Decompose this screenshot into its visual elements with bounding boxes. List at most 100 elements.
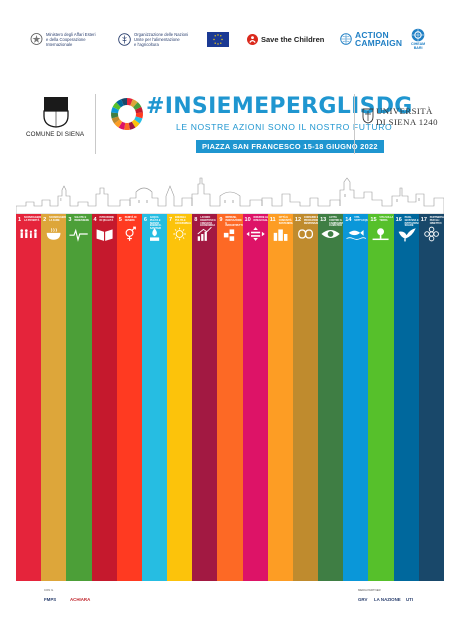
un-globe-icon: [340, 33, 352, 45]
stc-text: Save the Children: [261, 34, 325, 44]
sdg-wheel-icon: [111, 98, 143, 131]
heartbeat-icon: [69, 228, 89, 242]
bowl-icon: [46, 228, 61, 240]
sdg-goal-column: 2 SCONFIGGERE LA FAME: [41, 214, 67, 581]
sdg-goal-column: 4 ISTRUZIONE DI QUALITÀ: [91, 214, 117, 581]
header-divider-right: [354, 94, 355, 154]
sdg-goal-number: 15: [370, 217, 377, 223]
footer-sponsor-achiara: ACHIARA: [70, 597, 91, 602]
sdg-goal-label: ENERGIA PULITA E ACCESSIBILE: [175, 216, 192, 225]
fao-icon: [118, 32, 131, 46]
sdg-goal-label: CONSUMO E PRODUZIONE RESPONSABILI: [303, 216, 318, 225]
event-subtitle: LE NOSTRE AZIONI SONO IL NOSTRO FUTURO: [176, 122, 393, 132]
cubes-icon: [224, 229, 235, 241]
sdg-goal-column: 7 ENERGIA PULITA E ACCESSIBILE: [167, 214, 193, 581]
footer-media-uti: UTI: [406, 597, 414, 602]
university-name-line2: DI SIENA 1240: [376, 117, 438, 127]
ciheam-logo: CIHEAM BARI: [411, 22, 425, 56]
fao-line2: Unite per l'alimentazione: [134, 36, 180, 42]
sdg-goal-label: ACQUA PULITA E SERVIZI IGIENICO-SANITARI: [149, 216, 162, 231]
sdg-goal-label: PARTNERSHIP PER GLI OBIETTIVI: [429, 216, 444, 225]
fao-logo: Organizzazione delle Nazioni Unite per l…: [118, 22, 192, 56]
footer-sponsor-fmps: FMPS: [44, 597, 57, 602]
sun-icon: [173, 227, 186, 241]
event-header: COMUNE DI SIENA #INSIEMEPERGLISDG LE NOS…: [0, 88, 460, 168]
header-divider-left: [95, 94, 96, 154]
sdg-goal-column: 15 VITA SULLA TERRA: [368, 214, 394, 581]
sdg-goal-number: 11: [269, 217, 276, 223]
sdg-goal-number: 7: [169, 217, 173, 223]
sdg-goal-label: CITTÀ E COMUNITÀ SOSTENIBILI: [278, 216, 293, 225]
sdg-goal-number: 13: [320, 217, 327, 223]
ministero-logo: Ministero degli Affari Esteri e della Co…: [30, 22, 102, 56]
tree-icon: [372, 228, 389, 241]
partner-strip: Ministero degli Affari Esteri e della Co…: [0, 22, 460, 56]
university-name-line1: UNIVERSITÀ: [376, 106, 433, 116]
footer-left-caption: CON IL: [44, 588, 54, 592]
emblem-icon: [30, 33, 43, 45]
sdg-goal-label: PARITÀ DI GENERE: [124, 216, 137, 222]
fish-icon: [346, 230, 367, 240]
footer-media-lanazione: LA NAZIONE: [374, 597, 401, 602]
infinity-icon: [297, 229, 313, 239]
eu-logo: [207, 22, 229, 56]
sdg-goal-label: LAVORO DIGNITOSO E CRESCITA ECONOMICA: [200, 216, 216, 228]
sdg-goal-label: SALUTE E BENESSERE: [74, 216, 90, 222]
siena-crest-icon: [43, 97, 69, 128]
footer-sponsors: CON IL FMPS ACHIARA MEDIA PARTNER GRV LA…: [0, 588, 460, 618]
campaign-text: CAMPAIGN: [355, 38, 403, 48]
ciheam-icon: [411, 28, 425, 42]
sdg-goal-label: ISTRUZIONE DI QUALITÀ: [99, 216, 114, 222]
action-campaign-logo: ACTION CAMPAIGN: [340, 22, 402, 56]
water-icon: [149, 228, 160, 241]
sdg-goal-columns: 1 SCONFIGGERE LA POVERTÀ 2 SCONFIGGERE LA F…: [16, 214, 444, 581]
fao-line3: e l'agricoltura: [134, 41, 159, 47]
ciheam-bari-text: BARI: [413, 46, 423, 50]
sdg-goal-label: RIDURRE LE DISUGUAGLIANZE: [253, 216, 268, 222]
ministero-line2: e della Cooperazione Internazionale: [46, 36, 86, 47]
sdg-goal-number: 2: [43, 217, 47, 223]
sdg-goal-column: 8 LAVORO DIGNITOSO E CRESCITA ECONOMICA: [192, 214, 218, 581]
sdg-goal-number: 4: [93, 217, 97, 223]
sdg-goal-label: PACE, GIUSTIZIA E ISTITUZIONI SOLIDE: [404, 216, 419, 228]
date-banner: PIAZZA SAN FRANCESCO 15-18 GIUGNO 2022: [196, 140, 384, 153]
sdg-goal-column: 16 PACE, GIUSTIZIA E ISTITUZIONI SOLIDE: [393, 214, 419, 581]
city-name: COMUNE DI SIENA: [26, 131, 85, 138]
dove-icon: [398, 228, 416, 242]
sdg-goal-number: 1: [18, 217, 22, 223]
growth-icon: [197, 226, 212, 241]
ciheam-text: CIHEAM: [411, 42, 426, 46]
sdg-goal-number: 16: [395, 217, 402, 223]
eye-icon: [321, 230, 340, 238]
book-icon: [96, 229, 113, 241]
footer-media-grv: GRV: [358, 597, 368, 602]
sdg-goal-column: 17PARTNERSHIP PER GLI OBIETTIVI: [418, 214, 444, 581]
sdg-goal-label: IMPRESE, INNOVAZIONE E INFRASTRUTTURE: [225, 216, 242, 228]
sdg-goal-number: 9: [219, 217, 223, 223]
sdg-goal-number: 6: [143, 217, 147, 223]
ministero-line1: Ministero degli Affari Esteri: [46, 31, 96, 37]
stc-icon: [247, 33, 258, 45]
sdg-goal-column: 1 SCONFIGGERE LA POVERTÀ: [16, 214, 42, 581]
sdg-goal-column: 11 CITTÀ E COMUNITÀ SOSTENIBILI: [267, 214, 293, 581]
fao-line1: Organizzazione delle Nazioni: [134, 31, 189, 37]
save-the-children-logo: Save the Children: [247, 22, 324, 56]
sdg-goal-column: 5 PARITÀ DI GENERE: [116, 214, 142, 581]
sdg-goal-label: VITA SULLA TERRA: [379, 216, 394, 222]
sdg-goal-number: 14: [345, 217, 352, 223]
sdg-goal-number: 3: [68, 217, 72, 223]
gender-icon: [125, 226, 136, 241]
sdg-goal-number: 5: [118, 217, 122, 223]
footer-right-caption: MEDIA PARTNER: [358, 588, 381, 592]
sdg-goal-label: VITA SOTT'ACQUA: [354, 216, 369, 222]
sdg-goal-number: 17: [420, 217, 427, 223]
sdg-goal-number: 12: [294, 217, 302, 223]
equal-icon: [245, 227, 265, 241]
sdg-goal-number: 8: [194, 217, 198, 223]
sdg-goal-column: 3 SALUTE E BENESSERE: [66, 214, 92, 581]
siena-skyline-illustration: [16, 177, 444, 215]
eu-flag-icon: [207, 31, 229, 47]
